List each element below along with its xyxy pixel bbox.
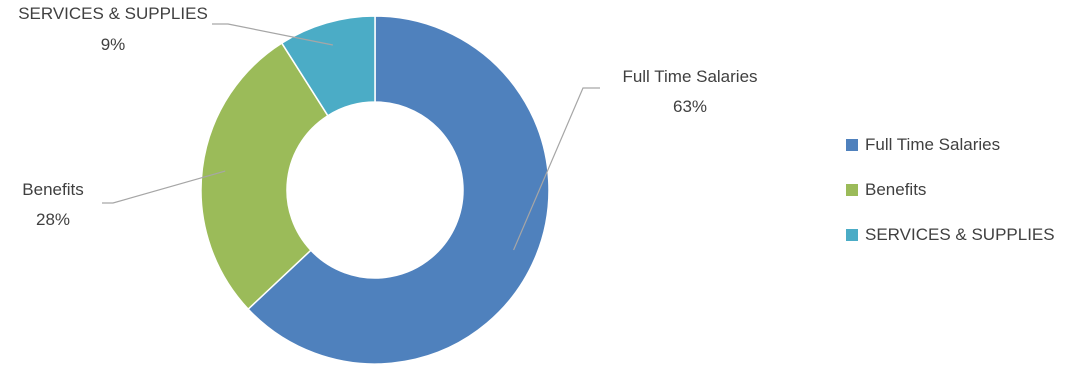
legend-item-benefits: Benefits (846, 178, 1055, 201)
leader-line-full-time-salaries (513, 87, 600, 251)
legend-label-benefits: Benefits (865, 179, 927, 199)
data-label-value-benefits: 28% (36, 210, 70, 229)
chart-leader-lines (102, 23, 600, 251)
slice-full-time-salaries (247, 15, 550, 365)
leader-line-benefits (102, 170, 226, 204)
data-label-name-benefits: Benefits (22, 180, 83, 199)
data-label-value-services-supplies: 9% (101, 35, 126, 54)
legend-item-full-time-salaries: Full Time Salaries (846, 133, 1055, 156)
legend-swatch-services-supplies (846, 228, 858, 241)
chart-slices (200, 15, 550, 365)
slice-services-supplies (280, 15, 376, 117)
legend-label-full-time-salaries: Full Time Salaries (865, 134, 1001, 154)
legend-swatch-full-time-salaries (846, 138, 858, 151)
leader-line-services-supplies (212, 23, 333, 46)
data-label-name-services-supplies: SERVICES & SUPPLIES (18, 4, 208, 23)
legend-label-services-supplies: SERVICES & SUPPLIES (865, 224, 1055, 244)
legend-item-services-supplies: SERVICES & SUPPLIES (846, 223, 1055, 246)
legend-swatch-benefits (846, 183, 858, 196)
chart-legend: Full Time Salaries Benefits SERVICES & S… (846, 133, 1055, 268)
slice-benefits (200, 42, 329, 311)
data-label-name-full-time-salaries: Full Time Salaries (622, 67, 757, 86)
data-label-value-full-time-salaries: 63% (673, 97, 707, 116)
chart-data-labels: Full Time Salaries 63% Benefits 28% SERV… (18, 4, 757, 229)
